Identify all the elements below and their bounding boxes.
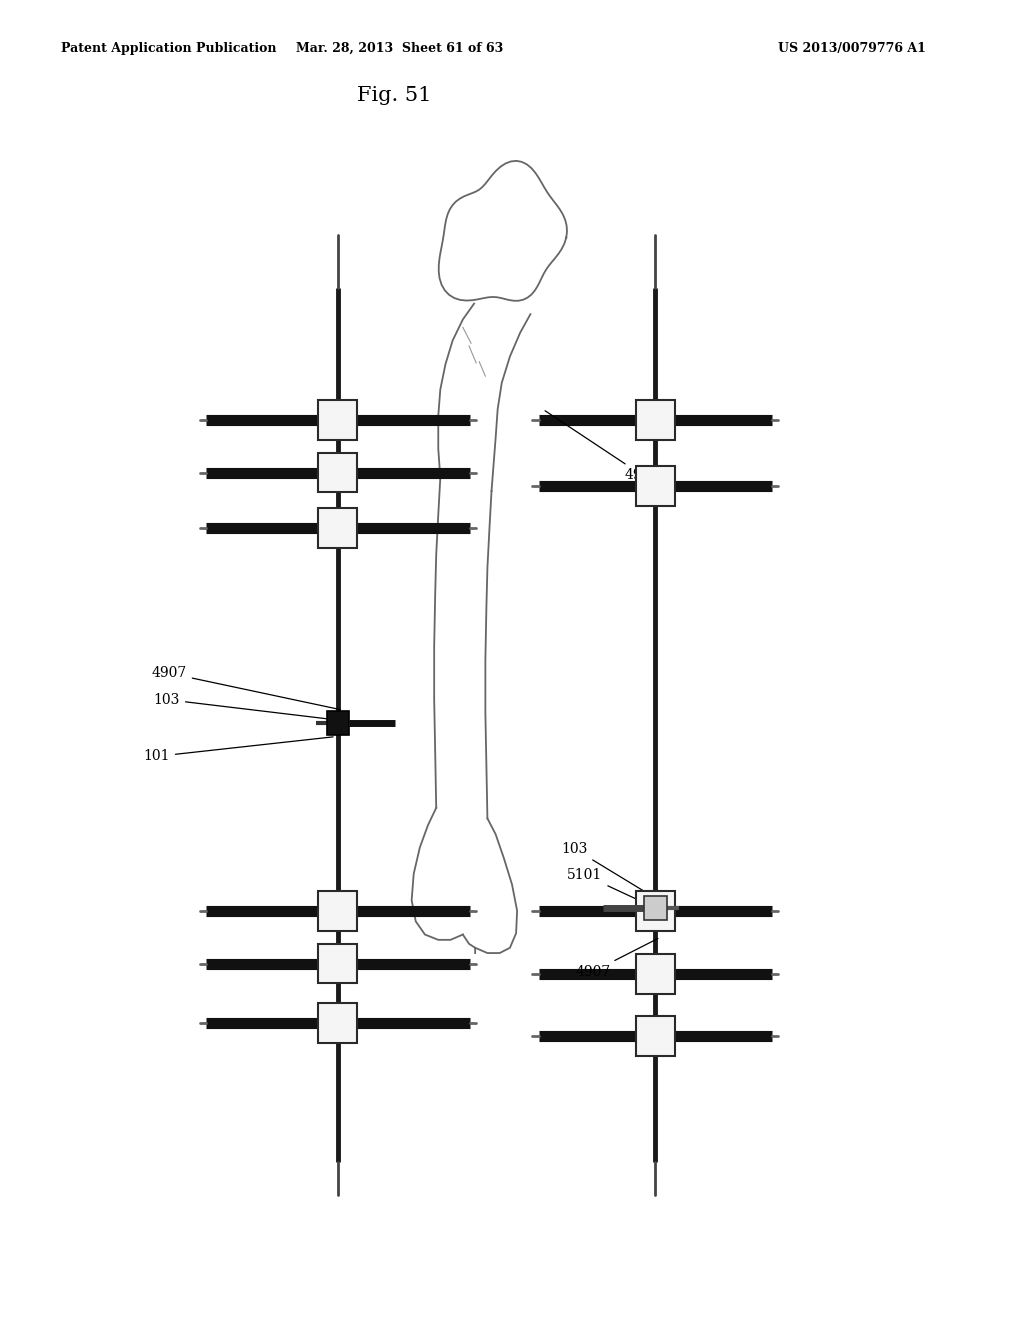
Bar xyxy=(636,466,675,506)
Bar xyxy=(636,891,675,931)
Bar xyxy=(327,711,349,735)
Text: 4907: 4907 xyxy=(575,939,658,978)
Bar xyxy=(318,453,357,492)
Bar xyxy=(318,1003,357,1043)
Text: 103: 103 xyxy=(561,842,648,894)
Text: 103: 103 xyxy=(154,693,340,721)
Bar xyxy=(644,896,667,920)
Bar xyxy=(636,954,675,994)
Bar xyxy=(318,891,357,931)
Text: Mar. 28, 2013  Sheet 61 of 63: Mar. 28, 2013 Sheet 61 of 63 xyxy=(296,42,503,55)
Text: 5101: 5101 xyxy=(567,869,648,904)
Text: Patent Application Publication: Patent Application Publication xyxy=(61,42,276,55)
Text: 4909: 4909 xyxy=(545,411,659,482)
Text: Fig. 51: Fig. 51 xyxy=(357,86,431,104)
Text: 4907: 4907 xyxy=(152,667,340,710)
Text: US 2013/0079776 A1: US 2013/0079776 A1 xyxy=(778,42,926,55)
Bar xyxy=(318,508,357,548)
Text: 101: 101 xyxy=(143,737,333,763)
Bar xyxy=(636,400,675,440)
Bar xyxy=(318,944,357,983)
Bar xyxy=(636,1016,675,1056)
Bar xyxy=(318,400,357,440)
